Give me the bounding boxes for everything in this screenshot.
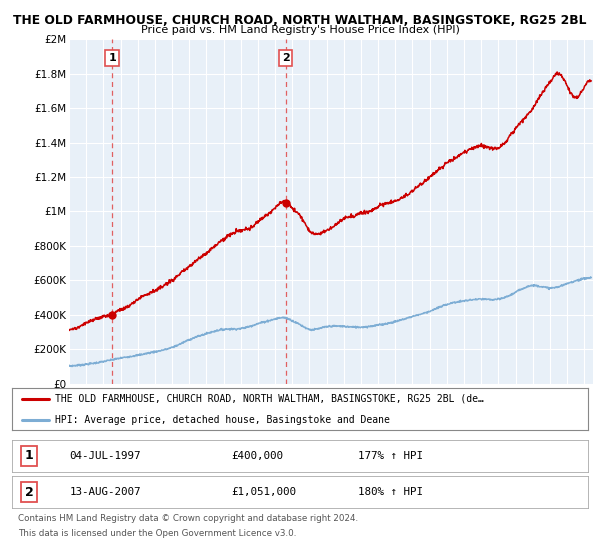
Text: 180% ↑ HPI: 180% ↑ HPI: [358, 487, 422, 497]
Text: 2: 2: [282, 53, 290, 63]
Text: This data is licensed under the Open Government Licence v3.0.: This data is licensed under the Open Gov…: [18, 529, 296, 538]
Text: 1: 1: [108, 53, 116, 63]
Text: 1: 1: [25, 449, 34, 463]
Text: HPI: Average price, detached house, Basingstoke and Deane: HPI: Average price, detached house, Basi…: [55, 414, 390, 424]
Text: 13-AUG-2007: 13-AUG-2007: [70, 487, 141, 497]
Text: 2: 2: [25, 486, 34, 499]
Text: £400,000: £400,000: [231, 451, 283, 461]
Text: £1,051,000: £1,051,000: [231, 487, 296, 497]
Text: 04-JUL-1997: 04-JUL-1997: [70, 451, 141, 461]
Text: Contains HM Land Registry data © Crown copyright and database right 2024.: Contains HM Land Registry data © Crown c…: [18, 514, 358, 522]
Text: THE OLD FARMHOUSE, CHURCH ROAD, NORTH WALTHAM, BASINGSTOKE, RG25 2BL (de…: THE OLD FARMHOUSE, CHURCH ROAD, NORTH WA…: [55, 394, 484, 404]
Text: THE OLD FARMHOUSE, CHURCH ROAD, NORTH WALTHAM, BASINGSTOKE, RG25 2BL: THE OLD FARMHOUSE, CHURCH ROAD, NORTH WA…: [13, 14, 587, 27]
Text: 177% ↑ HPI: 177% ↑ HPI: [358, 451, 422, 461]
Text: Price paid vs. HM Land Registry's House Price Index (HPI): Price paid vs. HM Land Registry's House …: [140, 25, 460, 35]
